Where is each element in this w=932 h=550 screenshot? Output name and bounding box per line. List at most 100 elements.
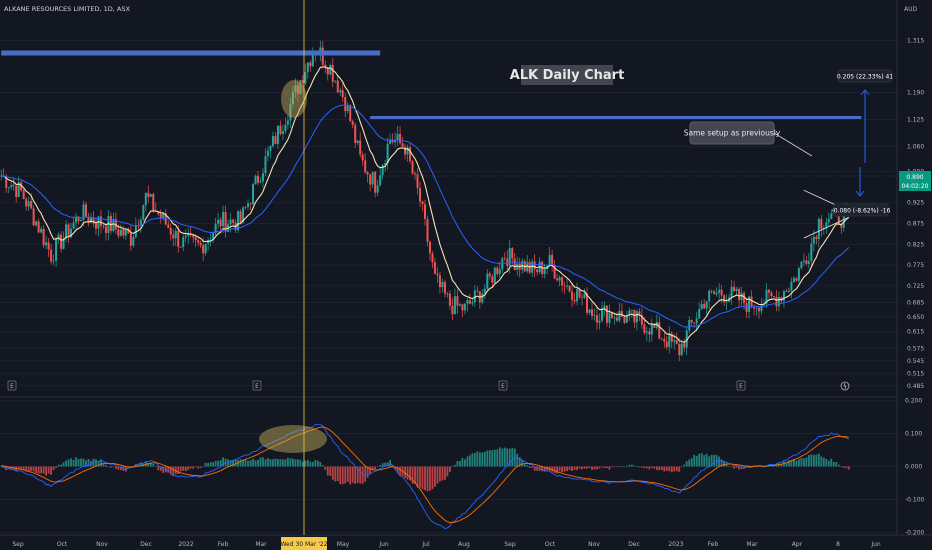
histogram-bar bbox=[10, 466, 13, 470]
candle bbox=[822, 227, 825, 229]
histogram-bar bbox=[720, 459, 723, 467]
candle bbox=[683, 343, 686, 348]
histogram-bar bbox=[182, 466, 185, 471]
histogram-bar bbox=[85, 460, 87, 467]
candle bbox=[15, 185, 18, 197]
histogram-bar bbox=[618, 466, 621, 468]
candle bbox=[797, 268, 800, 281]
candle bbox=[595, 315, 598, 323]
histogram-bar bbox=[409, 466, 411, 481]
candle bbox=[623, 316, 626, 323]
candle bbox=[548, 254, 551, 267]
candle bbox=[645, 331, 648, 333]
histogram-bar bbox=[117, 466, 120, 470]
candle bbox=[456, 296, 459, 306]
candle bbox=[409, 147, 412, 162]
histogram-bar bbox=[194, 466, 197, 468]
histogram-bar bbox=[331, 466, 334, 480]
histogram-bar bbox=[82, 458, 85, 467]
candle bbox=[486, 273, 489, 289]
candle bbox=[715, 292, 718, 295]
histogram-bar bbox=[55, 466, 57, 468]
histogram-bar bbox=[419, 466, 421, 488]
candle bbox=[610, 312, 613, 319]
candle bbox=[705, 301, 708, 309]
histogram-bar bbox=[730, 466, 733, 467]
time-axis[interactable]: Sep Oct Nov Dec 2022 Feb Mar May Jun Jul Aug Sep Oct… bbox=[12, 541, 881, 548]
time-tick-label: Jul bbox=[421, 541, 430, 548]
candle bbox=[453, 296, 456, 315]
earnings-marker-label: E bbox=[10, 383, 14, 390]
earnings-marker bbox=[252, 380, 262, 391]
histogram-bar bbox=[471, 453, 474, 467]
callout-pointer bbox=[773, 132, 813, 157]
candle bbox=[825, 222, 828, 228]
candle bbox=[800, 261, 803, 269]
candle bbox=[52, 260, 55, 262]
candle bbox=[326, 67, 329, 75]
histogram-bar bbox=[785, 462, 788, 467]
time-tick-label: Jun bbox=[870, 541, 881, 548]
histogram-bar bbox=[207, 462, 210, 467]
histogram-bar bbox=[394, 466, 396, 470]
histogram-bar bbox=[458, 460, 461, 467]
histogram-bar bbox=[536, 466, 539, 471]
histogram-bar bbox=[244, 459, 247, 467]
histogram-bar bbox=[157, 466, 160, 471]
candle bbox=[296, 85, 299, 94]
candles[interactable] bbox=[0, 40, 850, 362]
symbol-title: ALKANE RESOURCES LIMITED, 1D, ASX bbox=[4, 5, 130, 13]
candle bbox=[112, 219, 115, 232]
candle bbox=[830, 213, 833, 219]
candle bbox=[162, 213, 165, 219]
histogram-bar bbox=[37, 466, 40, 474]
histogram-bar bbox=[516, 453, 519, 467]
candle bbox=[638, 311, 641, 315]
histogram-bar bbox=[334, 466, 337, 482]
candle bbox=[124, 229, 127, 236]
histogram-bar bbox=[812, 454, 815, 467]
candle bbox=[174, 230, 177, 239]
resistance-lines[interactable] bbox=[1, 50, 862, 119]
candle bbox=[404, 146, 407, 155]
candle bbox=[274, 136, 277, 144]
histogram-bar bbox=[491, 450, 494, 467]
histogram-bar bbox=[314, 460, 317, 467]
candle bbox=[733, 286, 736, 292]
candle bbox=[334, 80, 337, 82]
histogram-bar bbox=[616, 466, 618, 468]
candle bbox=[840, 224, 843, 228]
candle bbox=[72, 222, 75, 229]
candle bbox=[259, 181, 262, 183]
candle bbox=[22, 190, 25, 200]
histogram-bar bbox=[790, 460, 793, 467]
crosshair-date: Wed 30 Mar '22 bbox=[280, 541, 327, 548]
candle bbox=[167, 224, 170, 228]
macd-axis[interactable]: 0.200 0.100 0.000 -0.100 -0.200 bbox=[905, 398, 925, 537]
candle bbox=[648, 331, 651, 335]
histogram-bar bbox=[110, 466, 112, 468]
histogram-bar bbox=[262, 457, 264, 467]
histogram-bar bbox=[249, 460, 252, 467]
histogram-bar bbox=[638, 466, 641, 468]
candle bbox=[92, 217, 95, 224]
candle bbox=[438, 275, 441, 288]
candle bbox=[433, 262, 436, 274]
candle bbox=[32, 208, 35, 226]
histogram-bar bbox=[728, 466, 731, 467]
candle bbox=[483, 288, 486, 294]
histogram-bar bbox=[336, 466, 339, 482]
histogram-bar bbox=[718, 456, 721, 467]
histogram-bar bbox=[454, 464, 456, 467]
histogram-bar bbox=[361, 466, 364, 484]
time-tick-label: May bbox=[337, 541, 350, 548]
candle bbox=[591, 309, 594, 316]
histogram-bar bbox=[521, 460, 524, 467]
histogram-bar bbox=[588, 466, 591, 468]
dividend-icon[interactable] bbox=[840, 381, 850, 391]
candle bbox=[553, 265, 556, 279]
candle bbox=[428, 241, 431, 254]
